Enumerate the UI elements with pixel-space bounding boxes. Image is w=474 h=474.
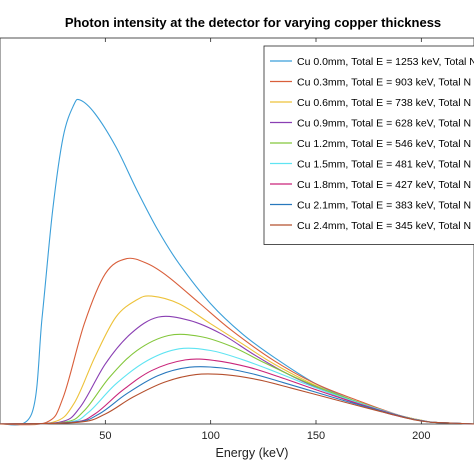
series-line-8: [0, 373, 474, 425]
series-line-7: [0, 366, 474, 425]
legend-entry-7: Cu 2.1mm, Total E = 383 keV, Total N: [297, 199, 471, 211]
series-line-1: [0, 257, 474, 426]
legend-entry-8: Cu 2.4mm, Total E = 345 keV, Total N: [297, 220, 471, 232]
series-lines: [0, 98, 474, 426]
x-axis-label: Energy (keV): [216, 446, 289, 460]
legend-entry-0: Cu 0.0mm, Total E = 1253 keV, Total N: [297, 56, 474, 68]
series-line-5: [0, 347, 474, 425]
chart-title: Photon intensity at the detector for var…: [65, 15, 441, 30]
x-axis: 50 100 150 200: [99, 38, 431, 442]
legend-entry-5: Cu 1.5mm, Total E = 481 keV, Total N: [297, 158, 471, 170]
legend-entry-2: Cu 0.6mm, Total E = 738 keV, Total N: [297, 97, 471, 109]
legend-entry-6: Cu 1.8mm, Total E = 427 keV, Total N: [297, 179, 471, 191]
legend-box: [263, 45, 474, 245]
legend-entry-3: Cu 0.9mm, Total E = 628 keV, Total N: [297, 117, 471, 129]
x-tick-label: 200: [412, 430, 430, 442]
legend-entry-1: Cu 0.3mm, Total E = 903 keV, Total N: [297, 76, 471, 88]
x-tick-label: 50: [99, 430, 111, 442]
legend: Cu 0.0mm, Total E = 1253 keV, Total N Cu …: [263, 45, 474, 245]
x-tick-label: 100: [201, 430, 219, 442]
x-tick-label: 150: [307, 430, 325, 442]
legend-entry-4: Cu 1.2mm, Total E = 546 keV, Total N: [297, 138, 471, 150]
